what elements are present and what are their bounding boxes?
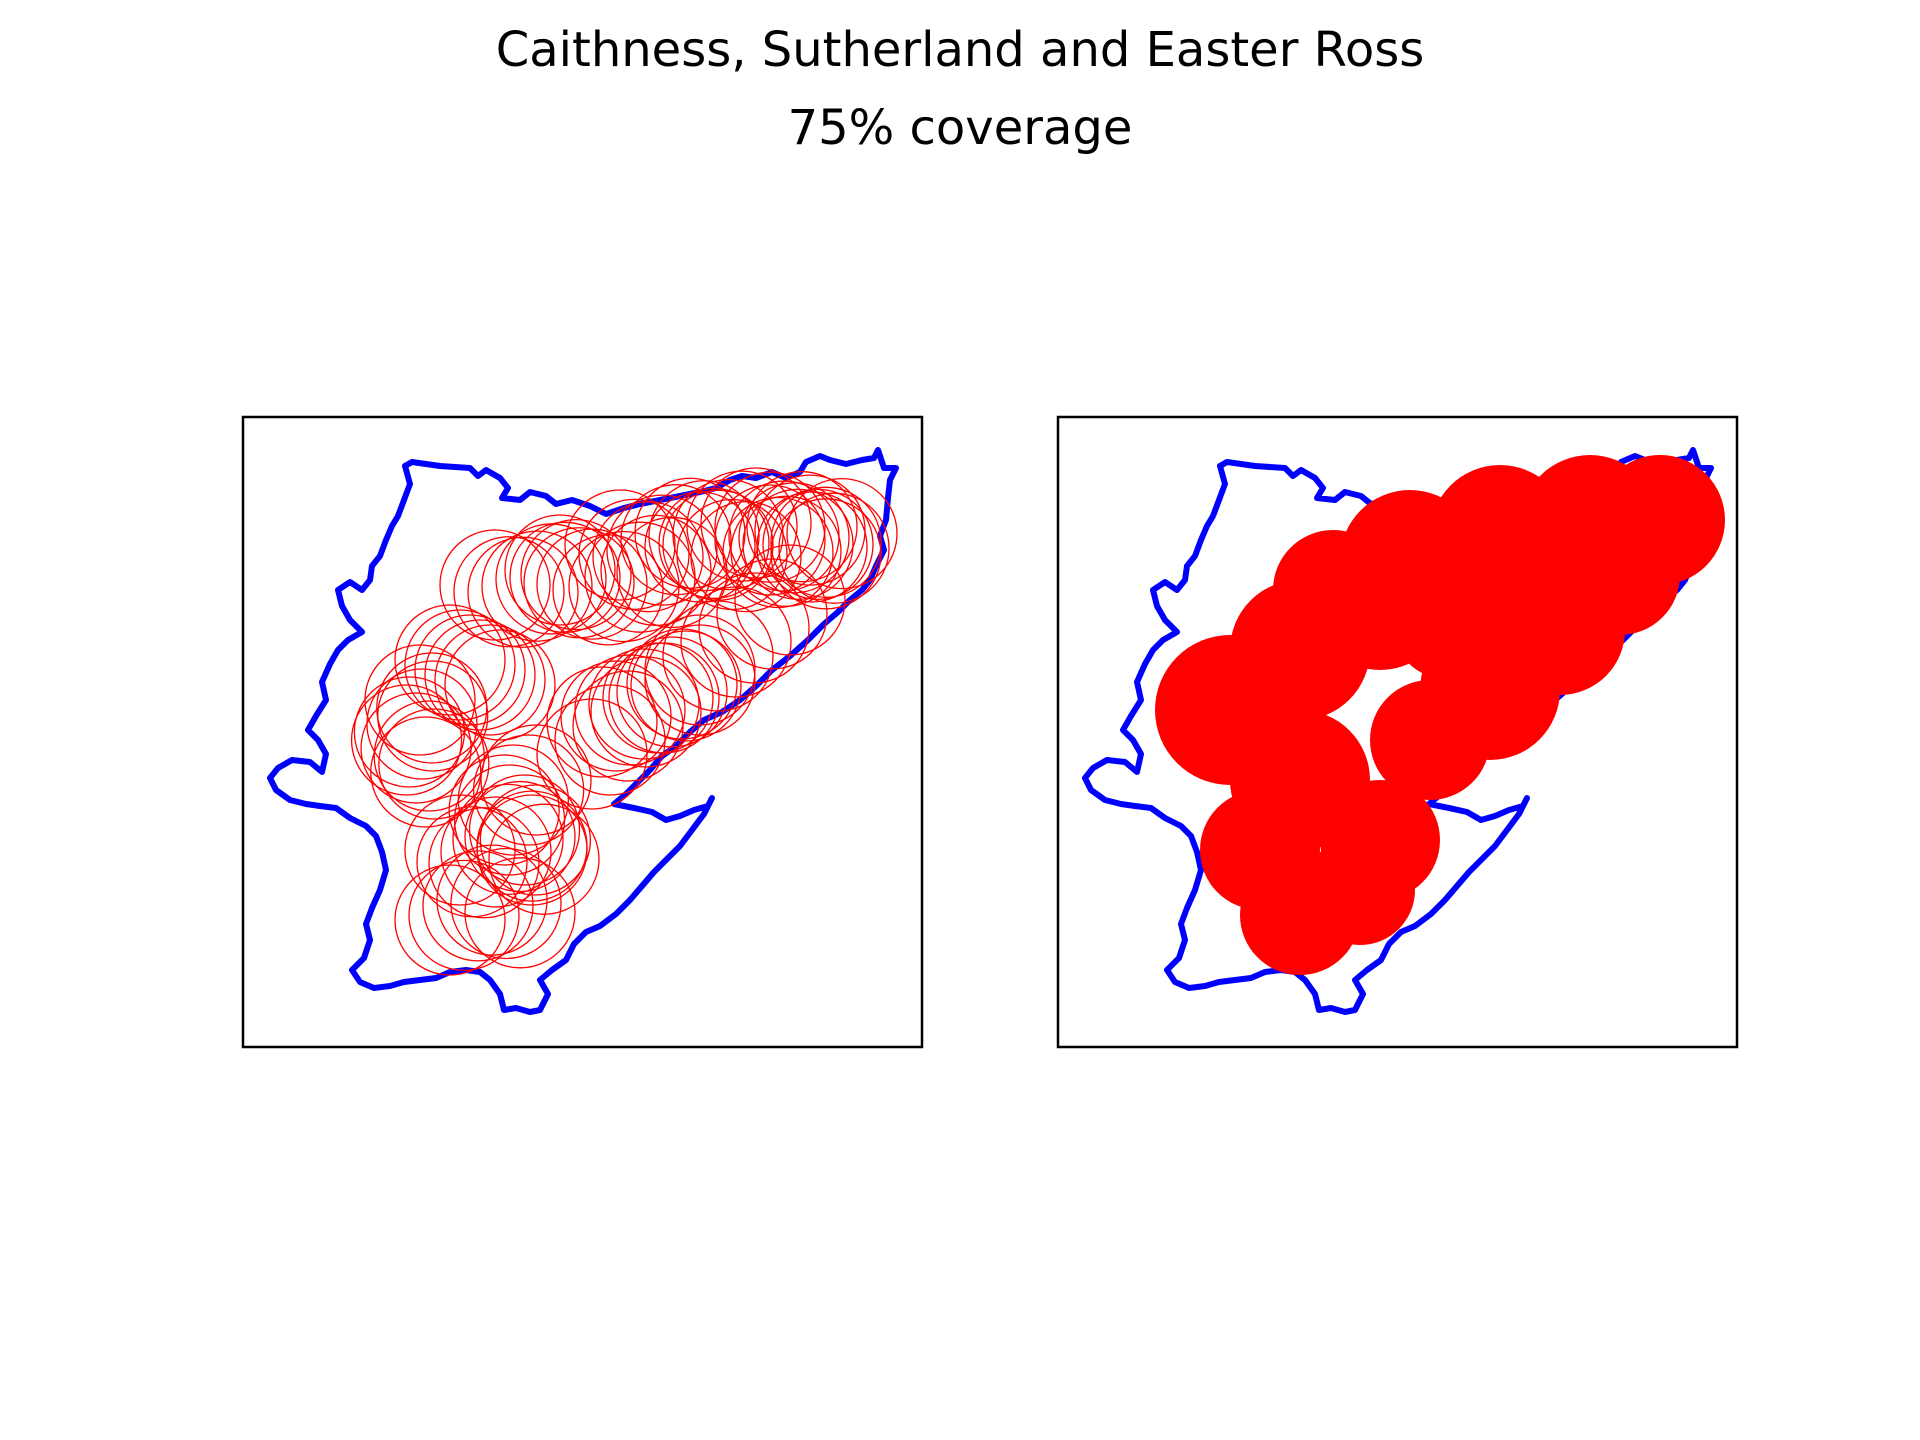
coverage-circle (778, 492, 890, 604)
coverage-circle (452, 783, 564, 896)
coverage-circle (428, 807, 540, 919)
coverage-circle (476, 794, 588, 906)
coverage-circle (770, 486, 882, 598)
coverage-circle (552, 534, 664, 646)
coverage-circle (578, 498, 690, 611)
coverage-blob (1370, 680, 1490, 800)
left-map-panel (270, 450, 897, 1012)
coverage-circle (592, 501, 704, 613)
coverage-circle (504, 514, 616, 626)
coverage-circle (616, 636, 728, 748)
coverage-circle (453, 764, 566, 876)
right-panel-frame (1056, 415, 1739, 1049)
coverage-circle (472, 734, 585, 846)
coverage-circle (424, 619, 536, 731)
coverage-circle (560, 660, 672, 772)
coverage-circle (488, 803, 600, 915)
coverage-circle (464, 857, 576, 969)
coverage-circle (360, 692, 472, 804)
coverage-circle (464, 780, 576, 893)
coverage-circle (439, 529, 551, 641)
coverage-blob (1320, 780, 1440, 900)
coverage-circle (520, 518, 632, 631)
left-panel-frame (241, 415, 924, 1049)
coverage-circle (730, 495, 842, 607)
figure-subtitle: 75% coverage (787, 100, 1133, 156)
coverage-circle (370, 716, 482, 828)
coverage-circle (467, 536, 579, 648)
coverage-circle (350, 684, 463, 796)
coverage-filled-area (1155, 455, 1725, 975)
coverage-circle (414, 614, 526, 726)
coverage-circle (440, 796, 552, 908)
coverage-circle (434, 624, 546, 736)
coverage-circle (546, 666, 658, 778)
coverage-circle (394, 604, 506, 716)
coverage-circle (648, 480, 760, 592)
coverage-circle (754, 474, 866, 586)
coverage-circle (620, 484, 732, 596)
coverage-circles (350, 467, 898, 976)
coverage-circle (786, 477, 898, 590)
coverage-circle (479, 784, 592, 896)
coverage-circle (404, 609, 516, 721)
coverage-circle (686, 470, 798, 582)
coverage-circle (762, 488, 874, 601)
coverage-circle (422, 850, 534, 962)
coverage-circle (448, 754, 560, 866)
coverage-circle (714, 484, 826, 596)
coverage-circle (644, 491, 756, 603)
coverage-circle (564, 489, 676, 601)
coverage-circle (644, 624, 756, 736)
coverage-circle (630, 630, 742, 742)
coverage-circle (770, 498, 882, 610)
coverage-circle (662, 489, 774, 601)
coverage-circle (634, 477, 746, 589)
coverage-blob (1390, 560, 1510, 680)
coverage-circle (377, 660, 489, 772)
coverage-circle (536, 528, 648, 640)
coverage-circle (746, 471, 858, 583)
coverage-circle (444, 629, 556, 741)
coverage-circle (480, 724, 592, 836)
right-map-panel (1085, 450, 1725, 1012)
coverage-circle (738, 482, 850, 594)
coverage-circle (574, 654, 686, 766)
coverage-circle (690, 500, 802, 613)
coverage-circle (453, 536, 565, 648)
coverage-circle (606, 494, 718, 606)
coverage-circle (468, 774, 581, 886)
coverage-circle (373, 700, 485, 812)
coverage-circle (742, 488, 854, 600)
figure-title: Caithness, Sutherland and Easter Ross (495, 22, 1425, 78)
coverage-circle (450, 847, 562, 960)
coverage-circle (378, 708, 490, 820)
coverage-circle (481, 530, 593, 642)
coverage-circle (602, 642, 714, 754)
coverage-circle (495, 523, 607, 635)
coverage-circle (588, 648, 700, 760)
coverage-circle (408, 859, 520, 972)
coverage-circle (672, 478, 784, 591)
coverage-circle (436, 844, 548, 956)
